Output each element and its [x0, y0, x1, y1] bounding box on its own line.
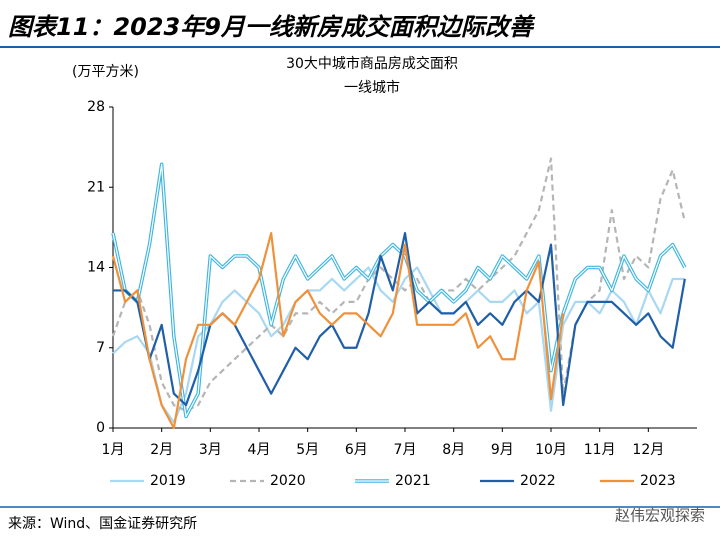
x-tick-label: 3月 — [199, 442, 222, 458]
y-tick-label: 21 — [87, 179, 105, 195]
x-tick-label: 9月 — [491, 442, 514, 458]
legend-label: 2020 — [270, 473, 306, 489]
y-tick-label: 7 — [96, 340, 105, 356]
x-tick-label: 8月 — [442, 442, 465, 458]
x-tick-label: 10月 — [535, 442, 567, 458]
x-tick-label: 12月 — [632, 442, 664, 458]
y-tick-label: 14 — [87, 260, 105, 276]
series-line — [113, 232, 686, 407]
x-tick-label: 6月 — [345, 442, 368, 458]
y-axis-label: (万平方米) — [72, 64, 139, 80]
x-tick-label: 7月 — [394, 442, 417, 458]
legend-label: 2022 — [520, 473, 556, 489]
source: 来源：Wind、国金证券研究所 — [8, 516, 197, 532]
y-tick-label: 28 — [87, 99, 105, 115]
series-line — [112, 266, 685, 424]
watermark: 赵伟宏观探索 — [615, 507, 705, 525]
x-tick-label: 1月 — [102, 442, 125, 458]
legend-label: 2019 — [150, 473, 186, 489]
legend-label: 2023 — [640, 473, 676, 489]
y-tick-label: 0 — [96, 420, 105, 436]
chart-title: 图表11：2023年9月一线新房成交面积边际改善 — [8, 13, 536, 41]
series-line-inner — [112, 163, 686, 418]
x-tick-label: 11月 — [584, 442, 616, 458]
legend-label: 2021 — [395, 473, 431, 489]
x-tick-label: 5月 — [296, 442, 319, 458]
chart-subtitle: 一线城市 — [344, 79, 400, 96]
x-tick-label: 2月 — [150, 442, 173, 458]
chart-subtitle: 30大中城市商品房成交面积 — [286, 55, 458, 72]
series-line — [111, 232, 565, 430]
x-tick-label: 4月 — [248, 442, 271, 458]
